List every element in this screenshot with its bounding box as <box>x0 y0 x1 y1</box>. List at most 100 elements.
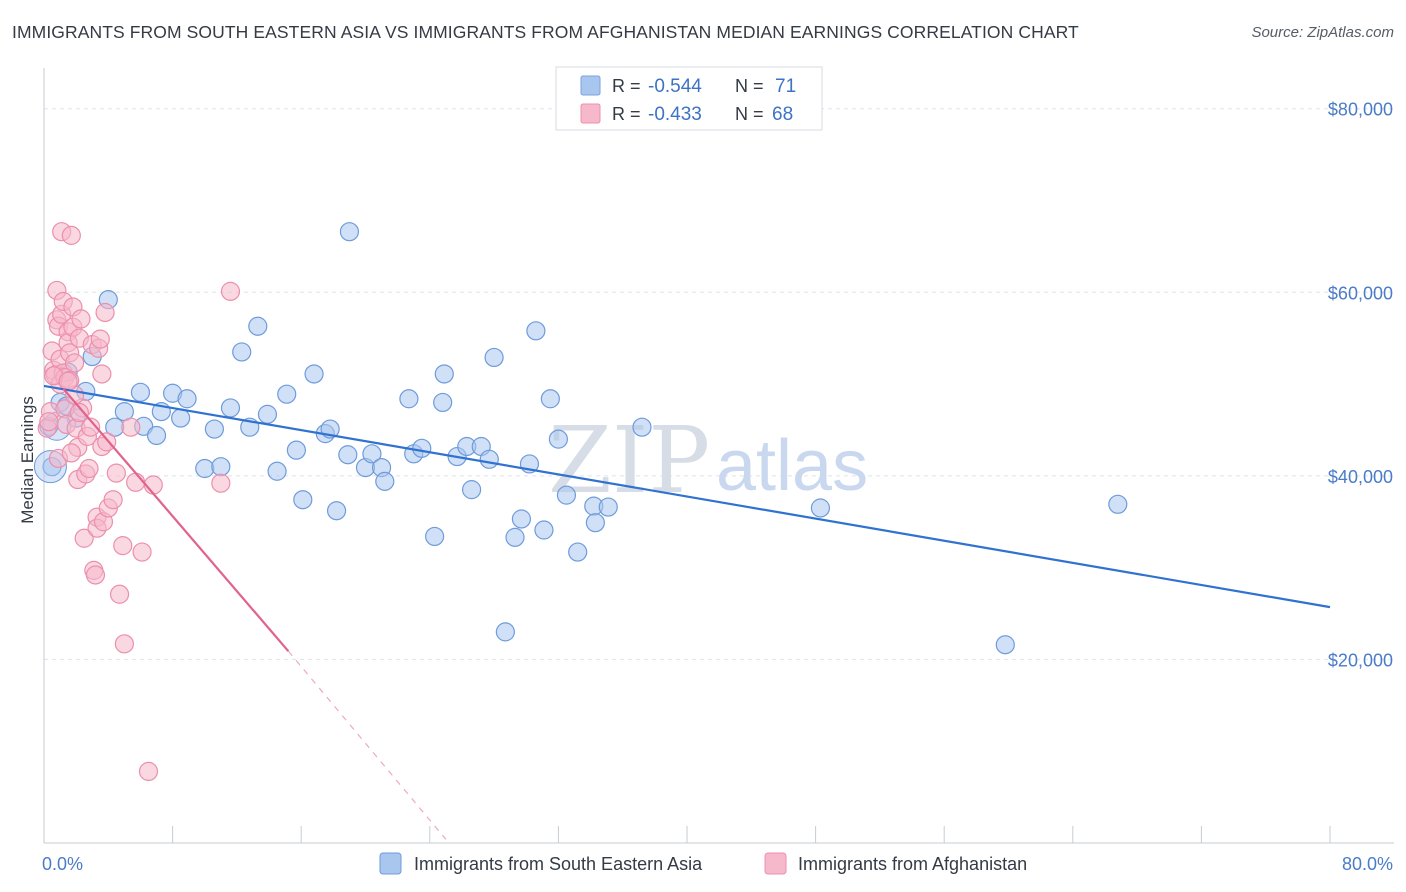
sea-point-44 <box>433 392 453 413</box>
series-legend: Immigrants from South Eastern Asia Immig… <box>379 852 1027 875</box>
sea-point-17 <box>177 389 197 409</box>
sea-point-40 <box>399 389 419 409</box>
sea-point-29 <box>293 490 313 510</box>
sea-point-61 <box>568 542 588 562</box>
afg-point-46 <box>97 432 117 452</box>
afg-point-52 <box>114 634 134 654</box>
afg-point-24 <box>64 353 85 373</box>
sea-point-22 <box>232 342 252 362</box>
afg-point-48 <box>103 490 123 510</box>
sea-point-43 <box>425 526 445 547</box>
afg-point-45 <box>95 302 115 323</box>
afg-point-54 <box>126 472 146 492</box>
legend-swatch-blue <box>580 75 601 96</box>
afg-point-62 <box>81 417 101 437</box>
chart-title: IMMIGRANTS FROM SOUTH EASTERN ASIA VS IM… <box>12 22 1079 42</box>
sea-point-54 <box>511 509 532 529</box>
legend-bottom-label-1: Immigrants from South Eastern Asia <box>414 854 703 874</box>
legend-bottom-label-2: Immigrants from Afghanistan <box>798 854 1027 874</box>
sea-point-21 <box>220 398 241 418</box>
sea-point-66 <box>810 498 831 518</box>
sea-point-63 <box>585 513 605 533</box>
legend-n-label-1: N = <box>735 76 764 96</box>
trend-line-afg <box>62 387 290 652</box>
sea-point-52 <box>495 622 515 642</box>
sea-point-68 <box>1108 494 1128 514</box>
sea-point-48 <box>461 480 482 500</box>
legend-bottom-swatch-blue <box>379 852 402 875</box>
afg-point-43 <box>92 364 112 384</box>
sea-point-67 <box>995 635 1015 655</box>
legend-n-label-2: N = <box>735 104 764 124</box>
sea-point-11 <box>130 382 151 402</box>
sea-point-13 <box>146 425 167 446</box>
sea-point-57 <box>534 520 554 540</box>
afg-point-29 <box>71 309 91 329</box>
sea-point-42 <box>412 438 432 458</box>
afg-point-65 <box>69 402 89 423</box>
legend-n-value-2: 68 <box>772 104 793 125</box>
afg-point-55 <box>132 542 152 562</box>
sea-point-64 <box>598 497 618 517</box>
afg-point-41 <box>90 329 110 349</box>
sea-point-58 <box>540 389 560 409</box>
sea-point-60 <box>556 485 577 505</box>
axes <box>43 68 1394 844</box>
afg-point-50 <box>109 584 130 604</box>
sea-point-30 <box>304 364 324 384</box>
sea-point-53 <box>505 527 525 547</box>
y-tick-label-1: $40,000 <box>1328 467 1393 487</box>
sea-point-39 <box>375 471 395 491</box>
stats-legend: R = -0.544 N = 71 R = -0.433 N = 68 <box>555 66 823 131</box>
sea-point-35 <box>339 222 360 242</box>
legend-r-label-1: R = <box>612 76 641 96</box>
y-tick-label-0: $20,000 <box>1328 650 1393 670</box>
x-tick-label-0: 0.0% <box>42 854 83 874</box>
afg-point-21 <box>61 225 81 245</box>
trend-line-sea <box>43 384 1331 609</box>
sea-point-27 <box>277 384 297 404</box>
afg-point-51 <box>113 536 133 556</box>
sea-point-19 <box>204 419 224 439</box>
afg-point-53 <box>121 417 141 437</box>
legend-r-value-1: -0.544 <box>648 76 702 97</box>
afg-point-58 <box>211 473 231 493</box>
legend-r-value-2: -0.433 <box>648 104 702 125</box>
sea-point-26 <box>267 461 287 481</box>
sea-point-37 <box>362 444 382 464</box>
source-label: Source: ZipAtlas.com <box>1251 24 1394 41</box>
sea-point-20 <box>211 457 231 477</box>
sea-point-50 <box>479 449 499 469</box>
y-tick-label-2: $60,000 <box>1328 283 1393 303</box>
afg-point-60 <box>39 412 59 432</box>
trend-lines <box>43 384 1331 840</box>
legend-bottom-swatch-pink <box>764 852 787 875</box>
afg-point-49 <box>106 463 126 483</box>
legend-swatch-pink <box>580 103 601 124</box>
sea-point-45 <box>434 364 454 384</box>
sea-point-16 <box>171 408 191 428</box>
legend-r-label-2: R = <box>612 104 641 124</box>
sea-point-28 <box>286 440 306 460</box>
afg-point-56 <box>138 761 159 782</box>
afg-point-67 <box>61 443 81 463</box>
afg-point-34 <box>79 458 99 479</box>
afg-point-59 <box>220 281 241 301</box>
y-axis-label: Median Earnings <box>18 396 37 524</box>
afg-point-64 <box>58 371 78 391</box>
sea-point-24 <box>248 316 268 336</box>
sea-point-18 <box>195 458 215 479</box>
x-tick-label-1: 80.0% <box>1342 854 1393 874</box>
sea-point-65 <box>632 417 652 437</box>
afg-point-37 <box>85 565 106 585</box>
sea-point-34 <box>338 445 358 465</box>
tick-labels: $20,000 $40,000 $60,000 $80,000 0.0% 80.0% <box>42 100 1393 874</box>
legend-n-value-1: 71 <box>775 76 796 97</box>
y-tick-label-3: $80,000 <box>1328 100 1393 120</box>
series-afghanistan-points <box>37 222 241 782</box>
sea-point-56 <box>526 321 546 341</box>
gridlines <box>44 108 1394 660</box>
sea-point-33 <box>326 501 347 521</box>
afg-point-31 <box>74 528 94 548</box>
